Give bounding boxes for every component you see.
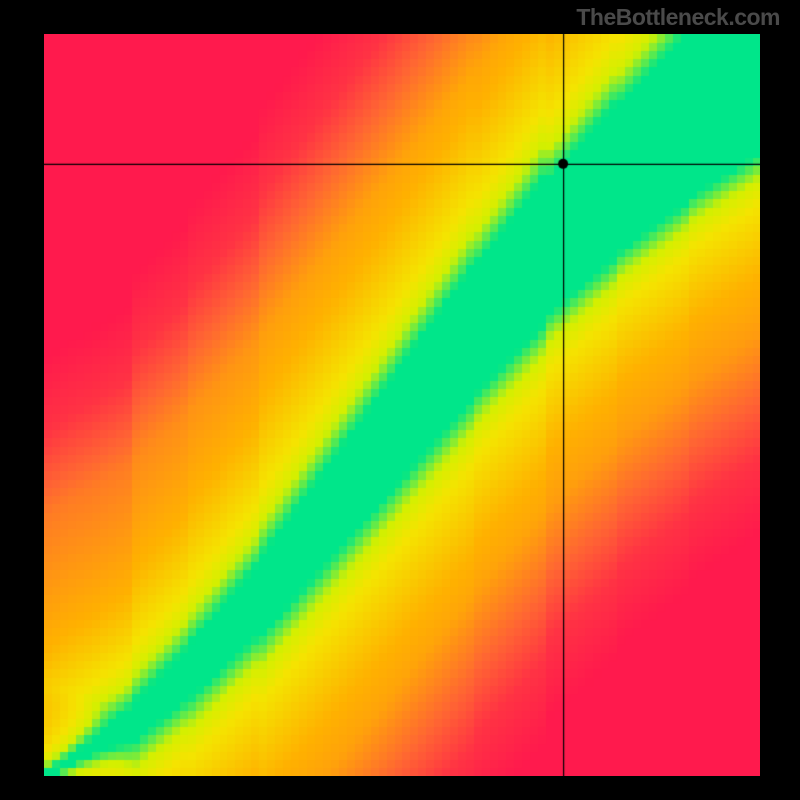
- bottleneck-heatmap: [44, 34, 760, 776]
- watermark-text: TheBottleneck.com: [576, 4, 780, 31]
- chart-container: TheBottleneck.com: [0, 0, 800, 800]
